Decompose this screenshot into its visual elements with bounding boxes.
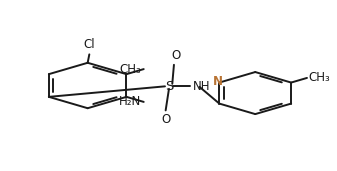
Text: CH₃: CH₃	[309, 71, 330, 84]
Text: N: N	[213, 75, 223, 88]
Text: O: O	[161, 113, 170, 126]
Text: NH: NH	[193, 80, 210, 93]
Text: CH₃: CH₃	[119, 63, 141, 76]
Text: S: S	[165, 80, 173, 93]
Text: H₂N: H₂N	[119, 95, 141, 108]
Text: Cl: Cl	[84, 38, 95, 51]
Text: O: O	[171, 49, 180, 62]
